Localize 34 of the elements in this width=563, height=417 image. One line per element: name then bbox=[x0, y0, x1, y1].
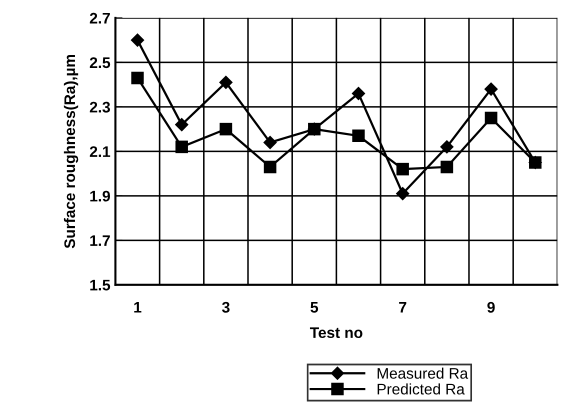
y-tick-label: 1.9 bbox=[90, 190, 110, 202]
x-tick-label: 9 bbox=[487, 302, 495, 313]
y-axis-title: Surface roughness(Ra),µm bbox=[64, 54, 78, 248]
x-tick-label: 3 bbox=[222, 302, 230, 313]
y-tick-label: 1.7 bbox=[90, 235, 110, 246]
point bbox=[440, 140, 454, 154]
y-tick-label: 2.5 bbox=[90, 57, 110, 68]
x-tick-label: 1 bbox=[134, 302, 142, 313]
point bbox=[220, 122, 232, 136]
point bbox=[130, 34, 144, 47]
point bbox=[308, 122, 321, 136]
point bbox=[175, 140, 188, 154]
point bbox=[529, 156, 542, 169]
point bbox=[352, 130, 365, 142]
point bbox=[484, 112, 498, 124]
point bbox=[396, 162, 409, 176]
x-axis-title: Test no bbox=[310, 327, 362, 338]
point bbox=[219, 76, 232, 90]
legend-label: Predicted Ra bbox=[378, 383, 465, 395]
point bbox=[175, 118, 188, 132]
y-tick-label: 2.7 bbox=[90, 12, 110, 24]
point bbox=[352, 86, 366, 100]
point bbox=[264, 136, 277, 150]
x-tick-label: 7 bbox=[399, 302, 406, 313]
y-tick-label: 1.5 bbox=[90, 280, 110, 290]
legend-label: Measured Ra bbox=[378, 368, 468, 379]
point bbox=[131, 72, 144, 84]
y-tick-label: 2.1 bbox=[90, 146, 110, 157]
point bbox=[264, 160, 276, 174]
x-tick-label: 5 bbox=[310, 302, 318, 313]
y-tick-label: 2.3 bbox=[90, 102, 110, 113]
point bbox=[396, 187, 410, 200]
point bbox=[440, 160, 454, 174]
point bbox=[484, 82, 498, 96]
